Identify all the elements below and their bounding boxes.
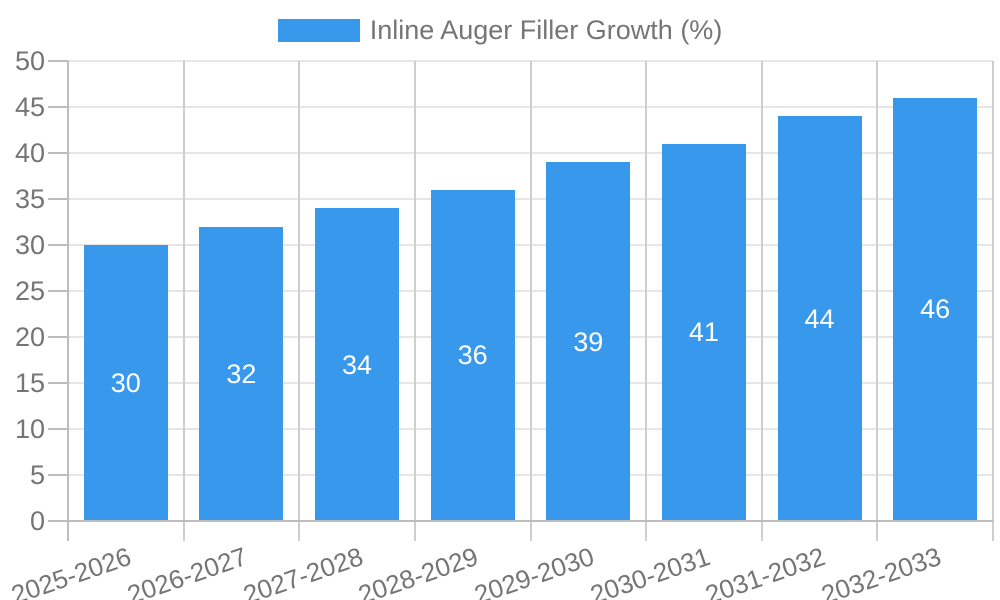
x-tick-label: 2027-2028: [239, 541, 367, 600]
x-gridline: [298, 61, 301, 541]
bar[interactable]: 34: [315, 208, 400, 521]
x-gridline: [760, 61, 763, 541]
x-gridline: [992, 61, 994, 541]
x-gridline: [182, 61, 185, 541]
legend-label[interactable]: Inline Auger Filler Growth (%): [369, 15, 723, 45]
y-tick-label: 45: [14, 92, 45, 122]
y-tick-label: 5: [29, 460, 45, 490]
y-tick-label: 35: [14, 184, 45, 214]
x-tick-label: 2032-2033: [817, 541, 945, 600]
x-tick-label: 2026-2027: [123, 541, 251, 600]
y-tick: [48, 244, 68, 246]
y-tick-label: 50: [14, 46, 45, 76]
x-tick-label: 2031-2032: [701, 541, 830, 600]
x-tick-label: 2028-2029: [354, 541, 483, 600]
bar-value-label: 41: [688, 317, 719, 348]
y-tick-label: 25: [14, 276, 45, 306]
bar[interactable]: 39: [546, 162, 631, 521]
bar[interactable]: 41: [661, 143, 746, 521]
y-tick: [48, 152, 68, 154]
bar-value-label: 30: [110, 368, 141, 398]
x-axis-baseline: [68, 520, 993, 522]
y-tick: [48, 428, 68, 430]
y-tick-label: 0: [29, 506, 45, 536]
x-tick-label: 2025-2026: [7, 541, 136, 600]
legend: Inline Auger Filler Growth (%): [0, 14, 1000, 46]
y-tick: [48, 106, 68, 108]
bar-value-label: 46: [920, 294, 951, 325]
y-tick-label: 10: [14, 414, 45, 444]
y-tick-label: 20: [14, 322, 45, 352]
y-tick: [48, 60, 68, 62]
bar-value-label: 32: [226, 358, 257, 389]
y-tick-label: 40: [14, 138, 45, 168]
bar-value-label: 34: [342, 349, 373, 380]
y-tick: [48, 474, 68, 476]
bar[interactable]: 36: [430, 189, 515, 521]
legend-swatch[interactable]: [277, 18, 360, 42]
bar[interactable]: 32: [199, 226, 284, 521]
x-tick-label: 2030-2031: [586, 541, 714, 600]
x-gridline: [529, 61, 532, 541]
y-tick: [48, 290, 68, 292]
x-gridline: [876, 61, 879, 541]
x-gridline: [645, 61, 648, 541]
y-tick: [48, 198, 68, 200]
bar-value-label: 44: [804, 303, 835, 334]
bar-value-label: 39: [573, 326, 604, 357]
x-tick-label: 2029-2030: [470, 541, 598, 600]
bar[interactable]: 46: [893, 97, 978, 521]
x-gridline: [413, 61, 416, 541]
y-tick-label: 30: [14, 230, 45, 260]
y-tick: [48, 520, 68, 522]
y-axis-line: [67, 61, 69, 541]
bar[interactable]: 44: [777, 116, 862, 521]
y-tick: [48, 336, 68, 338]
bar-value-label: 36: [457, 340, 488, 371]
y-tick-label: 15: [14, 368, 45, 398]
y-tick: [48, 382, 68, 384]
bar[interactable]: 30: [83, 245, 168, 521]
